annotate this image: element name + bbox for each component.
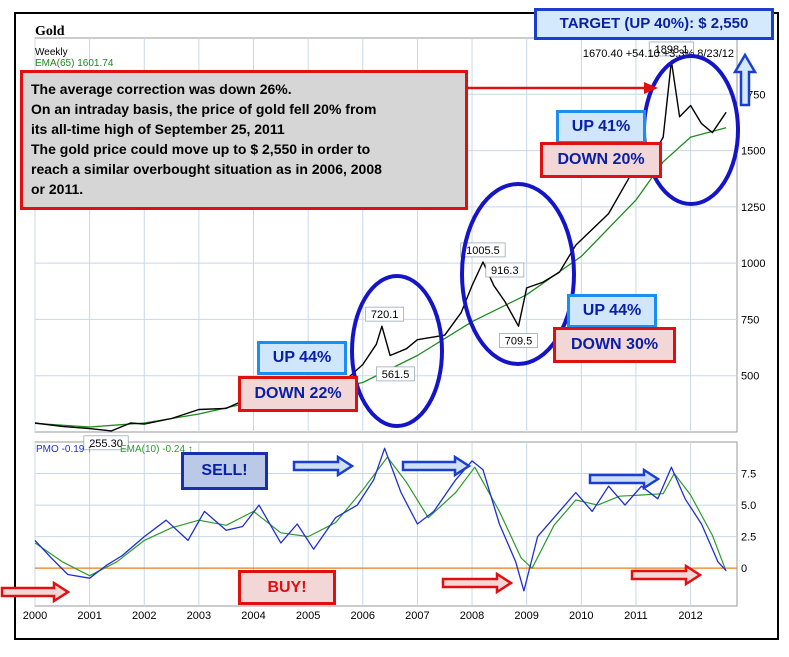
price-point-label: 1005.5 xyxy=(466,245,500,257)
price-y-tick: 1000 xyxy=(741,258,765,270)
note-line-6: or 2011. xyxy=(31,181,84,197)
price-label-box xyxy=(648,41,695,57)
up-2011-callout: UP 41% xyxy=(556,110,646,144)
price-point-label: 709.5 xyxy=(505,336,533,348)
price-y-tick: 1250 xyxy=(741,202,765,214)
buy-arrow-2001 xyxy=(0,580,71,604)
sell-arrow-2006 xyxy=(292,454,355,478)
price-y-tick: 1500 xyxy=(741,146,765,158)
x-tick-label: 2010 xyxy=(569,610,593,622)
x-tick-label: 2002 xyxy=(132,610,156,622)
x-tick-label: 2005 xyxy=(296,610,320,622)
x-tick-label: 2009 xyxy=(514,610,538,622)
price-y-tick: 500 xyxy=(741,371,759,383)
down-2009-callout: DOWN 30% xyxy=(553,327,676,363)
sell-arrow-2011 xyxy=(588,467,661,491)
pmo-ema10-line xyxy=(34,456,727,577)
x-tick-label: 2008 xyxy=(460,610,484,622)
price-point-label: 720.1 xyxy=(371,309,399,321)
buy-arrow-2012 xyxy=(630,563,703,587)
x-tick-label: 2001 xyxy=(77,610,101,622)
analysis-note: The average correction was down 26%. On … xyxy=(20,70,468,210)
price-y-tick: 750 xyxy=(741,314,759,326)
price-quote: 1670.40 +54.10 +3.3% 8/23/12 xyxy=(583,48,734,60)
pmo-y-tick: 0 xyxy=(741,563,747,575)
price-label-box xyxy=(83,435,129,451)
pointer-arrowhead xyxy=(644,82,658,94)
pmo-y-tick: 2.5 xyxy=(741,532,756,544)
price-point-label: 916.3 xyxy=(491,265,519,277)
ema65-legend: EMA(65) 1601.74 xyxy=(35,58,114,69)
note-line-5: reach a similar overbought situation as … xyxy=(31,161,382,177)
up-2009-callout: UP 44% xyxy=(567,294,657,328)
x-tick-label: 2007 xyxy=(405,610,429,622)
x-tick-label: 2006 xyxy=(351,610,375,622)
sell-callout: SELL! xyxy=(181,452,268,490)
buy-arrow-2008 xyxy=(441,571,514,595)
pmo-y-tick: 5.0 xyxy=(741,500,756,512)
x-tick-label: 2011 xyxy=(624,610,648,622)
x-tick-label: 2003 xyxy=(187,610,211,622)
overbought-circle xyxy=(350,274,444,428)
x-tick-label: 2012 xyxy=(678,610,702,622)
note-line-4: The gold price could move up to $ 2,550 … xyxy=(31,141,371,157)
pmo-ema-legend: EMA(10) -0.24 ↑ xyxy=(120,444,193,455)
up-2005-callout: UP 44% xyxy=(257,341,347,375)
price-label-box xyxy=(460,242,506,258)
overbought-circle xyxy=(460,182,576,366)
pmo-y-tick: 7.5 xyxy=(741,469,756,481)
price-point-label: 1898.1 xyxy=(655,44,689,56)
pmo-line xyxy=(34,447,727,592)
price-label-box xyxy=(485,262,525,278)
price-label-box xyxy=(376,366,415,382)
pmo-legend: PMO -0.19 ↑ xyxy=(36,444,92,455)
down-2005-callout: DOWN 22% xyxy=(238,376,358,412)
chart-title: Gold xyxy=(35,24,65,39)
x-tick-label: 2004 xyxy=(241,610,265,622)
x-tick-label: 2000 xyxy=(23,610,47,622)
buy-callout: BUY! xyxy=(238,570,336,605)
chart-subtitle: Weekly xyxy=(35,47,68,58)
price-point-label: 255.30 xyxy=(89,438,123,450)
note-line-1: The average correction was down 26%. xyxy=(31,81,292,97)
note-line-2: On an intraday basis, the price of gold … xyxy=(31,101,377,117)
price-point-label: 561.5 xyxy=(382,369,410,381)
price-label-box xyxy=(365,306,405,322)
target-up-arrow xyxy=(732,52,758,107)
price-label-box xyxy=(499,333,538,348)
down-2011-callout: DOWN 20% xyxy=(540,142,662,178)
note-line-3: its all-time high of September 25, 2011 xyxy=(31,121,285,137)
sell-arrow-2008 xyxy=(401,454,472,478)
pmo-pane xyxy=(34,441,738,607)
target-callout: TARGET (UP 40%): $ 2,550 xyxy=(534,8,774,40)
